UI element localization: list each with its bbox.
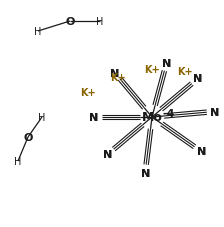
Text: N: N: [110, 68, 119, 78]
Text: K+: K+: [110, 73, 126, 83]
Text: N: N: [103, 150, 112, 160]
Text: H: H: [38, 113, 46, 122]
Text: K+: K+: [144, 65, 160, 75]
Text: N: N: [162, 59, 171, 69]
Text: N: N: [162, 59, 171, 69]
Text: Mo: Mo: [142, 111, 162, 124]
Text: O: O: [65, 17, 75, 27]
Text: N: N: [193, 74, 202, 84]
Text: H: H: [34, 27, 42, 37]
Text: K+: K+: [177, 67, 193, 77]
Text: N: N: [210, 107, 219, 117]
Text: N: N: [89, 113, 99, 122]
Text: N: N: [140, 168, 150, 178]
Text: K+: K+: [80, 88, 96, 98]
Text: N: N: [110, 68, 119, 78]
Text: N: N: [103, 150, 112, 160]
Text: N: N: [140, 168, 150, 178]
Text: N: N: [196, 147, 206, 157]
Text: N: N: [89, 113, 99, 122]
Text: -4: -4: [162, 109, 174, 118]
Text: N: N: [196, 147, 206, 157]
Text: H: H: [96, 17, 104, 27]
Text: N: N: [210, 107, 219, 117]
Text: O: O: [23, 132, 33, 142]
Text: N: N: [193, 74, 202, 84]
Text: H: H: [14, 156, 22, 166]
